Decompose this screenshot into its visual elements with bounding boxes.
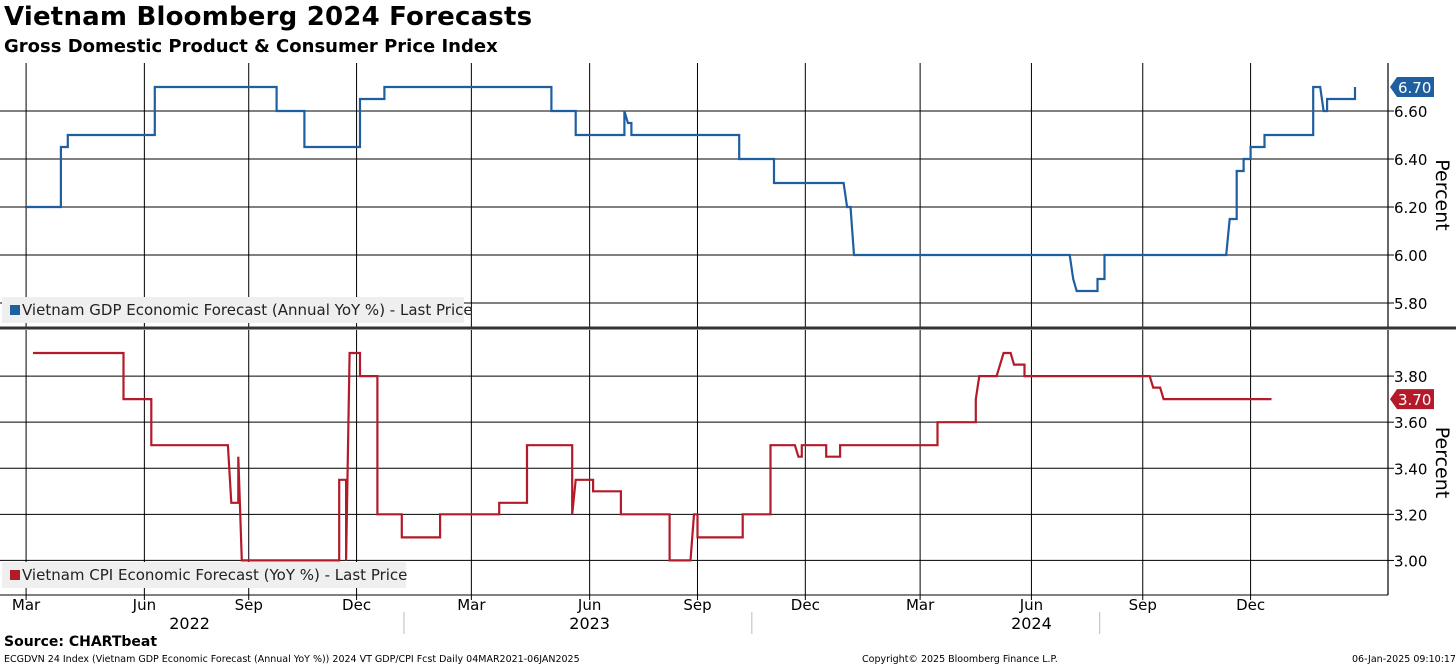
y-axis-title-cpi-panel: Percent [1431,427,1453,499]
xtick-label-5: Jun [577,596,601,614]
xtick-label-2: Sep [235,596,263,614]
legend-label-gdp-panel: Vietnam GDP Economic Forecast (Annual Yo… [22,301,473,319]
ytick-label-cpi-panel-3: 3.60 [1394,414,1427,432]
legend-swatch-cpi-panel [10,570,20,580]
xtick-label-1: Jun [132,596,156,614]
footer-copyright: Copyright© 2025 Bloomberg Finance L.P. [862,654,1058,665]
xtick-label-6: Sep [683,596,711,614]
series-line-gdp-panel [26,85,1357,293]
footer-left: ECGDVN 24 Index (Vietnam GDP Economic Fo… [4,654,580,665]
source-label: Source: CHARTbeat [4,634,158,650]
xtick-label-0: Mar [12,596,41,614]
chart-title: Vietnam Bloomberg 2024 Forecasts [4,2,533,32]
year-label-1: 2023 [569,614,610,633]
xtick-label-4: Mar [457,596,486,614]
ytick-label-cpi-panel-0: 3.00 [1394,552,1427,570]
last-value-tag-gdp-panel [1390,77,1434,97]
ytick-label-cpi-panel-4: 3.80 [1394,368,1427,386]
ytick-label-gdp-panel-0: 5.80 [1394,295,1427,313]
legend-label-cpi-panel: Vietnam CPI Economic Forecast (YoY %) - … [22,566,407,584]
ytick-label-gdp-panel-1: 6.00 [1394,247,1427,265]
xtick-label-9: Jun [1019,596,1043,614]
y-axis-title-gdp-panel: Percent [1431,159,1453,231]
xtick-label-8: Mar [906,596,935,614]
ytick-label-gdp-panel-4: 6.60 [1394,103,1427,121]
ytick-label-cpi-panel-2: 3.40 [1394,460,1427,478]
ytick-label-gdp-panel-2: 6.20 [1394,199,1427,217]
xtick-label-7: Dec [791,596,820,614]
legend-box-gdp-panel [2,297,464,323]
legend-box-cpi-panel [2,562,406,588]
xtick-label-10: Sep [1129,596,1157,614]
year-label-0: 2022 [169,614,210,633]
series-line-cpi-panel [33,351,1272,562]
legend-swatch-gdp-panel [10,305,20,315]
last-value-tag-cpi-panel [1390,389,1434,410]
ytick-label-cpi-panel-1: 3.20 [1394,506,1427,524]
footer-timestamp: 06-Jan-2025 09:10:17 [1352,654,1456,665]
xtick-label-3: Dec [342,596,371,614]
xtick-label-11: Dec [1236,596,1265,614]
year-label-2: 2024 [1011,614,1052,633]
chart-subtitle: Gross Domestic Product & Consumer Price … [4,36,498,57]
ytick-label-gdp-panel-3: 6.40 [1394,151,1427,169]
last-value-label-cpi-panel: 3.70 [1398,391,1431,409]
last-value-label-gdp-panel: 6.70 [1398,79,1431,97]
